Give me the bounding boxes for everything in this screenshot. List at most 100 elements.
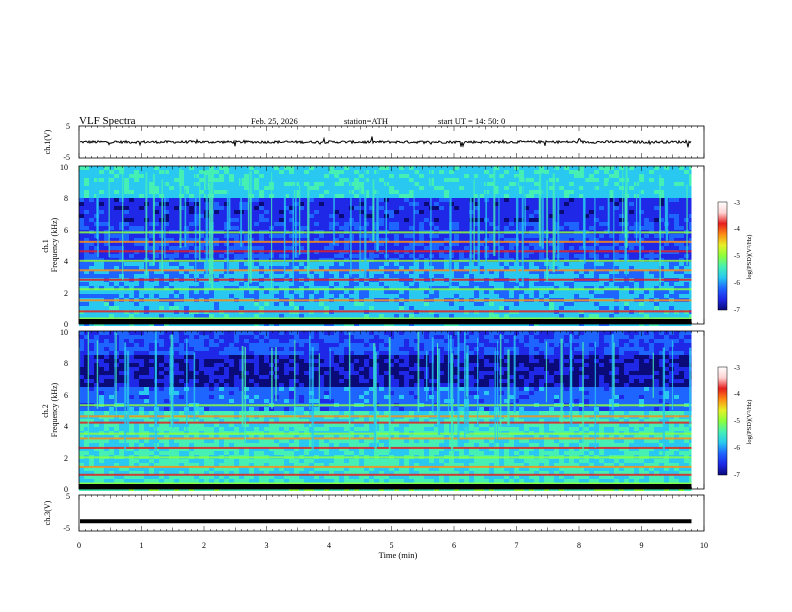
spectrogram-cell bbox=[139, 294, 144, 298]
spectrogram-cell bbox=[369, 242, 374, 246]
spectrogram-cell bbox=[459, 262, 464, 266]
spectrogram-cell bbox=[319, 174, 324, 178]
spectrogram-cell bbox=[184, 286, 189, 290]
spectrogram-cell bbox=[519, 274, 524, 278]
spectrogram-cell bbox=[204, 294, 209, 298]
spectrogram-cell bbox=[224, 282, 229, 286]
spectrogram-cell bbox=[454, 226, 459, 230]
spectrogram-cell bbox=[404, 170, 409, 174]
spectrogram-cell bbox=[669, 170, 674, 174]
spectrogram-cell bbox=[299, 274, 304, 278]
spectrogram-cell bbox=[254, 302, 259, 306]
ch1-spectrogram-heatmap bbox=[79, 166, 704, 326]
spectrogram-cell bbox=[554, 174, 559, 178]
spectrogram-cell bbox=[214, 186, 219, 190]
spectrogram-cell bbox=[439, 218, 444, 222]
spectrogram-cell bbox=[299, 286, 304, 290]
spectrogram-cell bbox=[364, 174, 369, 178]
spectrogram-cell bbox=[614, 214, 619, 218]
spectrogram-cell bbox=[509, 246, 514, 250]
ch1-waveform-trace bbox=[79, 136, 692, 148]
spectrogram-cell bbox=[644, 238, 649, 242]
spectrogram-cell bbox=[429, 290, 434, 294]
spectrogram-cell bbox=[109, 262, 114, 266]
spectrogram-cell bbox=[304, 262, 309, 266]
spectrogram-cell bbox=[104, 170, 109, 174]
spectrogram-cell bbox=[139, 238, 144, 242]
spectrogram-cell bbox=[194, 166, 199, 170]
spectrogram-cell bbox=[309, 238, 314, 242]
spectrogram-cell bbox=[669, 238, 674, 242]
spectrogram-cell bbox=[419, 294, 424, 298]
spectrogram-cell bbox=[84, 166, 89, 170]
spectrogram-cell bbox=[414, 222, 419, 226]
spectrogram-cell bbox=[309, 274, 314, 278]
spectrogram-cell bbox=[344, 222, 349, 226]
spectrogram-cell bbox=[344, 214, 349, 218]
spectrogram-cell bbox=[99, 182, 104, 186]
spectrogram-cell bbox=[564, 254, 569, 258]
spectrogram-cell bbox=[364, 294, 369, 298]
spectrogram-cell bbox=[494, 254, 499, 258]
spectrogram-cell bbox=[529, 246, 534, 250]
spectrogram-cell bbox=[649, 174, 654, 178]
spectrogram-cell bbox=[669, 234, 674, 238]
spectrogram-cell bbox=[369, 178, 374, 182]
spectrogram-cell bbox=[329, 222, 334, 226]
spectrogram-cell bbox=[444, 274, 449, 278]
spectrogram-cell bbox=[304, 202, 309, 206]
spectrogram-cell bbox=[379, 186, 384, 190]
spectrogram-cell bbox=[594, 246, 599, 250]
spectrogram-cell bbox=[479, 270, 484, 274]
spectrogram-cell bbox=[474, 246, 479, 250]
spectrogram-cell bbox=[434, 242, 439, 246]
spectrogram-cell bbox=[189, 178, 194, 182]
spectrogram-cell bbox=[434, 238, 439, 242]
spectrogram-cell bbox=[174, 226, 179, 230]
spectrogram-cell bbox=[409, 294, 414, 298]
spectrogram-cell bbox=[164, 218, 169, 222]
spectrogram-cell bbox=[639, 262, 644, 266]
spectrogram-cell bbox=[219, 294, 224, 298]
spectrogram-cell bbox=[344, 198, 349, 202]
spectrogram-cell bbox=[359, 306, 364, 310]
spectrogram-cell bbox=[504, 178, 509, 182]
spectrogram-cell bbox=[109, 282, 114, 286]
spectrogram-cell bbox=[589, 178, 594, 182]
spectrogram-cell bbox=[179, 210, 184, 214]
spectrogram-cell bbox=[389, 178, 394, 182]
spectrogram-cell bbox=[654, 174, 659, 178]
spectrogram-cell bbox=[609, 246, 614, 250]
spectrogram-cell bbox=[114, 226, 119, 230]
spectrogram-cell bbox=[599, 254, 604, 258]
spectrogram-cell bbox=[124, 306, 129, 310]
spectrogram-cell bbox=[274, 302, 279, 306]
spectrogram-cell bbox=[104, 266, 109, 270]
spectrogram-cell bbox=[244, 218, 249, 222]
spectrogram-cell bbox=[304, 302, 309, 306]
spectrogram-cell bbox=[369, 166, 374, 170]
spectrogram-cell bbox=[219, 242, 224, 246]
spectrogram-cell bbox=[119, 238, 124, 242]
spectrogram-cell bbox=[124, 246, 129, 250]
spectrogram-cell bbox=[559, 286, 564, 290]
spectrogram-cell bbox=[509, 266, 514, 270]
spectrogram-cell bbox=[234, 302, 239, 306]
spectrogram-cell bbox=[354, 238, 359, 242]
spectrogram-cell bbox=[529, 274, 534, 278]
spectrogram-cell bbox=[139, 290, 144, 294]
spectrogram-cell bbox=[229, 218, 234, 222]
spectrogram-cell bbox=[524, 210, 529, 214]
spectrogram-cell bbox=[564, 182, 569, 186]
spectrogram-cell bbox=[104, 202, 109, 206]
spectrogram-cell bbox=[129, 274, 134, 278]
spectrogram-cell bbox=[189, 202, 194, 206]
spectrogram-cell bbox=[134, 218, 139, 222]
spectrogram-cell bbox=[189, 254, 194, 258]
spectrogram-cell bbox=[544, 302, 549, 306]
spectrogram-cell bbox=[119, 226, 124, 230]
spectrogram-cell bbox=[129, 238, 134, 242]
spectrogram-cell bbox=[354, 290, 359, 294]
spectrogram-cell bbox=[139, 178, 144, 182]
spectrogram-cell bbox=[539, 238, 544, 242]
